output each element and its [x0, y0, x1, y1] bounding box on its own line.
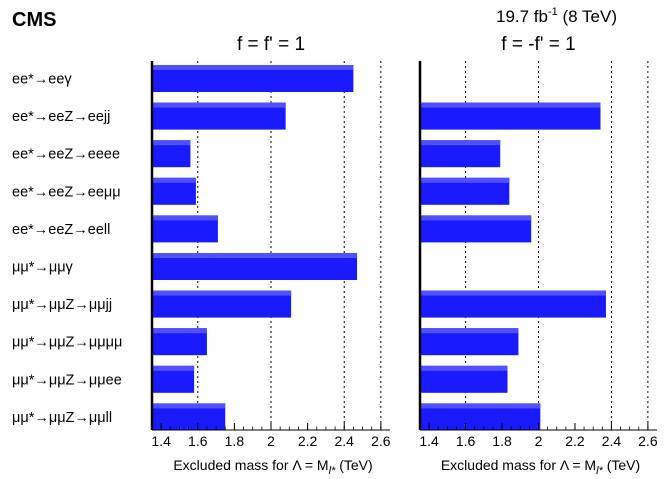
bar-highlight — [420, 328, 519, 334]
bar-highlight — [152, 253, 358, 258]
x-axis-label: Excluded mass for Λ = Ml* (TeV) — [441, 457, 640, 477]
panels: f = f' = 1 1.4 1.6 1.8 2 2.2 2.4 2.6 Excluded ma… — [150, 34, 658, 477]
bar-highlight — [152, 290, 292, 296]
row-label: ee*→eeγ — [12, 72, 72, 88]
bar-highlight — [420, 290, 606, 296]
row-label: μμ*→μμZ→μμμμ — [12, 335, 122, 351]
panel-title: f = -f' = 1 — [501, 34, 575, 55]
bar-highlight — [420, 102, 601, 108]
row-label: μμ*→μμZ→μμjj — [12, 297, 112, 313]
row-label: ee*→eeZ→eell — [12, 222, 110, 238]
x-tick-label: 2.4 — [602, 433, 622, 449]
row-label: ee*→eeZ→eeee — [12, 147, 120, 163]
x-tick-label: 1.4 — [151, 433, 171, 449]
x-tick-label: 2.2 — [565, 433, 585, 449]
x-tick-label: 1.4 — [419, 433, 439, 449]
panel-title: f = f' = 1 — [237, 34, 305, 55]
bar-highlight — [152, 328, 207, 334]
bar-highlight — [420, 403, 541, 409]
x-tick-label: 2.6 — [371, 433, 391, 449]
bar-highlight — [152, 365, 195, 371]
x-tick-label: 1.8 — [225, 433, 245, 449]
x-tick-label: 1.6 — [456, 433, 476, 449]
bar-highlight — [152, 177, 196, 183]
panel-1: f = f' = 1 1.4 1.6 1.8 2 2.2 2.4 2.6 Excluded ma… — [150, 34, 391, 477]
x-tick-label: 2 — [535, 433, 543, 449]
x-tick-label: 2.2 — [298, 433, 318, 449]
x-tick-label: 2 — [267, 433, 275, 449]
x-tick-label: 1.8 — [492, 433, 512, 449]
x-tick-label: 2.6 — [638, 433, 658, 449]
x-axis-label: Excluded mass for Λ = Ml* (TeV) — [173, 457, 372, 477]
row-label: μμ*→μμZ→μμee — [12, 372, 122, 388]
bar-highlight — [152, 140, 191, 146]
experiment-label: CMS — [12, 9, 56, 31]
bar-highlight — [152, 403, 226, 409]
row-label: ee*→eeZ→eeμμ — [12, 184, 121, 200]
row-label: μμ*→μμZ→μμll — [12, 410, 112, 426]
x-tick-label: 1.6 — [188, 433, 208, 449]
row-labels: ee*→eeγ ee*→eeZ→eejj ee*→eeZ→eeee ee*→eeZ→e… — [12, 72, 122, 426]
bar-highlight — [420, 177, 510, 183]
row-label: ee*→eeZ→eejj — [12, 109, 110, 125]
bar-highlight — [152, 65, 354, 70]
bar-highlight — [420, 365, 508, 371]
luminosity-label: 19.7 fb-1 (8 TeV) — [496, 6, 617, 26]
panel-2: f = -f' = 1 1.4 1.6 1.8 2 2.2 2.4 2.6 Excluded m… — [418, 34, 658, 477]
x-tick-label: 2.4 — [334, 433, 354, 449]
bar-highlight — [420, 215, 532, 221]
bar-highlight — [152, 215, 218, 221]
bar-highlight — [152, 102, 286, 108]
row-label: μμ*→μμγ — [12, 260, 74, 276]
bar-highlight — [420, 140, 501, 146]
